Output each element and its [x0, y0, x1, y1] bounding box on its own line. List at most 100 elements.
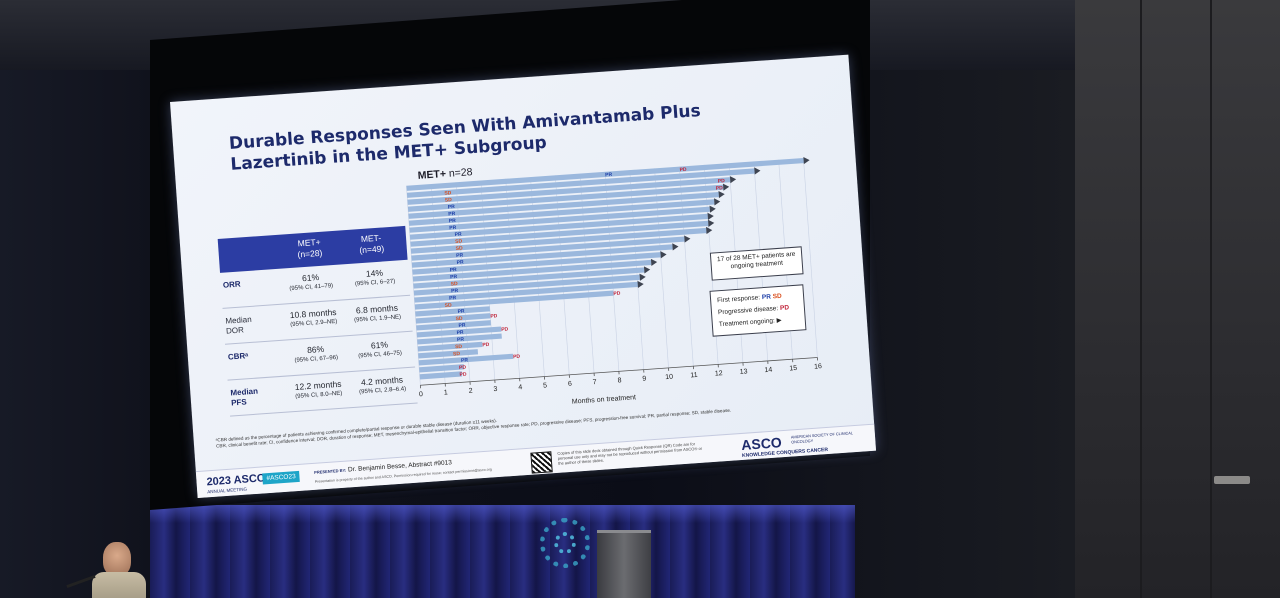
first-response-marker: SD: [451, 281, 459, 287]
x-tick-label: 1: [444, 389, 448, 396]
legend-progressive-label: Progressive disease:: [717, 305, 779, 317]
progressive-disease-marker: PD: [513, 354, 521, 360]
first-response-marker: PR: [450, 267, 458, 273]
patient-bar: [417, 333, 502, 345]
cell-met-pos: 10.8 months (95% CI, 2.9–NE): [281, 306, 346, 329]
stage-light-glow: [150, 505, 855, 523]
ongoing-arrow: [718, 190, 725, 199]
first-response-marker: PR: [449, 225, 457, 231]
grid-line: [679, 166, 694, 367]
legend-pr: PR: [761, 293, 772, 302]
patient-bar: [419, 371, 463, 380]
ongoing-arrow: [639, 273, 646, 281]
first-response-marker: PR: [449, 295, 457, 301]
x-tick-label: 3: [493, 386, 497, 393]
progressive-disease-marker: PD: [718, 178, 726, 184]
patient-bar: [413, 274, 640, 296]
results-table: MET+ (n=28) MET- (n=49) ORR 61% (95% CI,…: [217, 225, 418, 417]
patient-bar: [417, 341, 483, 352]
first-response-marker: PR: [457, 337, 465, 343]
presented-by-label: PRESENTED BY:: [314, 467, 347, 475]
wall-bracket: [1214, 476, 1250, 484]
ongoing-arrow: [729, 176, 737, 184]
legend-sd: SD: [772, 292, 782, 301]
cell-met-neg: 4.2 months (95% CI, 2.8–6.4): [350, 374, 415, 397]
row-label: ORR: [222, 279, 241, 290]
progressive-disease-marker: PD: [716, 185, 724, 191]
first-response-marker: SD: [445, 197, 453, 203]
row-label: CBRᵃ: [227, 351, 249, 362]
first-response-marker: PR: [457, 309, 465, 315]
patient-bar: [411, 244, 673, 268]
grid-line: [803, 157, 818, 358]
ongoing-arrow: [650, 258, 658, 267]
legend-ongoing-label: Treatment ongoing:: [718, 317, 776, 329]
ongoing-arrow: [637, 280, 644, 289]
venue-logo: [540, 518, 590, 568]
cell-met-pos: 12.2 months (95% CI, 8.0–NE): [286, 378, 351, 401]
ongoing-arrow: [706, 226, 713, 235]
first-response-marker: PR: [455, 232, 463, 238]
first-response-marker: PR: [605, 172, 613, 178]
patient-bar: [412, 252, 661, 275]
x-tick-label: 6: [568, 381, 572, 388]
speaker-body: [92, 572, 146, 598]
patient-bar: [407, 184, 724, 212]
patient-bar: [409, 213, 708, 240]
patient-bar: [407, 177, 731, 205]
asco-society-name: AMERICAN SOCIETY OF CLINICAL ONCOLOGY: [790, 431, 853, 444]
first-response-marker: PR: [450, 274, 458, 280]
patient-bar: [406, 168, 755, 198]
progressive-disease-marker: PD: [459, 372, 467, 378]
patient-bar: [415, 306, 491, 317]
x-tick-label: 10: [665, 374, 673, 382]
first-response-marker: PR: [456, 259, 464, 265]
grid-line: [654, 168, 669, 368]
qr-code-icon: [530, 451, 553, 474]
patient-bar: [408, 199, 715, 226]
patient-bar: [415, 313, 491, 324]
qr-disclaimer: Copies of this slide deck obtained throu…: [557, 441, 703, 466]
ongoing-arrow: [803, 156, 810, 165]
x-tick-label: 4: [518, 384, 522, 391]
first-response-marker: PR: [456, 253, 464, 259]
row-label: Median PFS: [230, 386, 259, 408]
first-response-marker: SD: [453, 351, 461, 357]
progressive-disease-marker: PD: [613, 291, 621, 297]
first-response-marker: SD: [455, 316, 463, 322]
cell-met-neg: 14% (95% CI, 6–27): [342, 266, 407, 289]
patient-bar: [406, 157, 804, 191]
x-tick-label: 15: [789, 365, 797, 373]
cell-met-pos: 86% (95% CI, 67–96): [283, 342, 348, 365]
cell-met-neg: 6.8 months (95% CI, 1.9–NE): [345, 302, 410, 325]
first-response-marker: PR: [449, 218, 457, 224]
ongoing-arrow: [660, 251, 667, 259]
ongoing-arrow: [684, 235, 691, 243]
ongoing-arrow: [754, 167, 761, 175]
first-response-marker: SD: [445, 302, 453, 308]
first-response-marker: PR: [451, 288, 459, 294]
first-response-marker: SD: [444, 190, 452, 196]
ongoing-arrow: [672, 243, 679, 251]
x-tick-label: 2: [468, 388, 472, 395]
ongoing-arrow: [643, 266, 651, 274]
speaker-head: [103, 542, 131, 576]
patient-bar: [410, 220, 709, 247]
patient-bar: [418, 349, 479, 359]
x-tick-label: 5: [543, 382, 547, 389]
legend-pd: PD: [779, 304, 790, 312]
patient-bar: [418, 353, 514, 366]
first-response-marker: PR: [461, 357, 469, 363]
first-response-marker: PR: [456, 330, 464, 336]
first-response-marker: SD: [455, 239, 463, 245]
venue-logo-inner: [554, 532, 576, 554]
x-tick-label: 9: [642, 375, 646, 382]
progressive-disease-marker: PD: [501, 327, 509, 333]
patient-bar: [419, 364, 465, 373]
first-response-marker: PR: [448, 204, 456, 210]
legend-box: First response: PR SD Progressive diseas…: [709, 284, 807, 337]
row-label: Median DOR: [225, 314, 252, 336]
patient-bar: [414, 290, 614, 310]
patient-bar: [410, 227, 707, 254]
